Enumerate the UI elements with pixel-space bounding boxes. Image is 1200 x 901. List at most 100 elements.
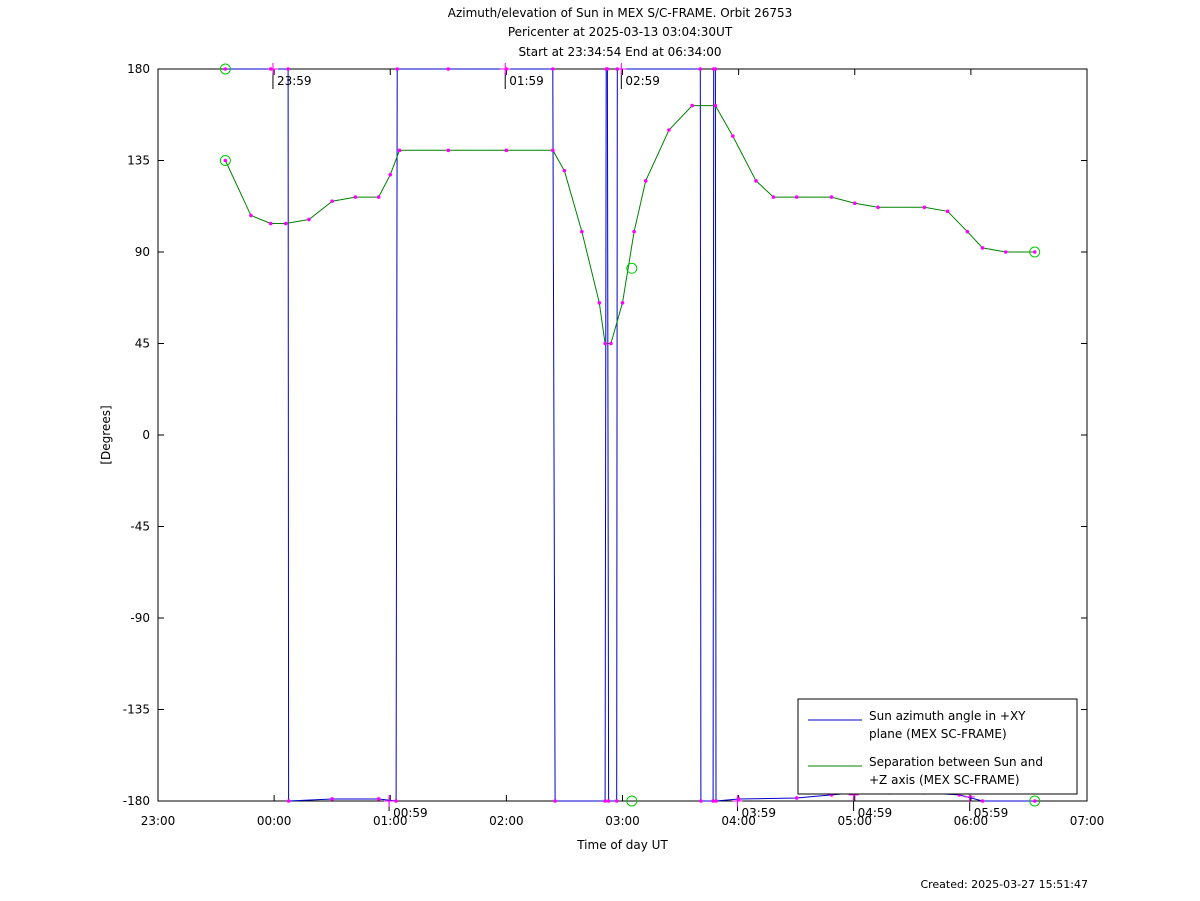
time-marker-cross <box>384 795 395 807</box>
separation-point <box>690 103 694 108</box>
endpoint-circle-marker <box>1029 246 1041 258</box>
azimuth-point <box>394 799 398 803</box>
azimuth-point <box>1032 799 1037 803</box>
x-tick-label: 07:00 <box>1070 814 1105 828</box>
y-tick-label: -90 <box>130 611 150 625</box>
azimuth-point <box>794 796 799 800</box>
time-marker-label: 04:59 <box>858 806 893 820</box>
y-tick-label: 180 <box>127 62 150 76</box>
endpoint-circle-marker <box>1029 795 1041 807</box>
separation-point <box>580 229 584 234</box>
azimuth-point <box>605 67 610 71</box>
separation-point <box>223 158 228 163</box>
created-timestamp: Created: 2025-03-27 15:51:47 <box>920 878 1088 891</box>
azimuth-point <box>376 797 381 801</box>
x-axis-label: Time of day UT <box>576 838 668 852</box>
y-tick-label: 0 <box>142 428 150 442</box>
azimuth-point <box>603 799 607 803</box>
separation-point <box>609 341 613 346</box>
separation-point <box>446 148 451 153</box>
azimuth-point <box>446 67 451 71</box>
separation-series-line <box>224 105 1035 344</box>
y-tick-label: 45 <box>135 337 150 351</box>
time-marker-cross <box>616 63 627 75</box>
separation-point <box>980 246 985 250</box>
time-marker-label: 23:59 <box>277 74 312 88</box>
separation-point <box>1003 250 1008 254</box>
separation-point <box>283 221 288 226</box>
separation-point <box>1032 250 1037 254</box>
azimuth-point <box>713 67 718 71</box>
x-tick-label: 04:00 <box>721 814 756 828</box>
x-tick-label: 02:00 <box>489 814 524 828</box>
time-marker-cross <box>267 63 278 75</box>
separation-point <box>922 205 927 210</box>
separation-point <box>945 209 950 214</box>
y-tick-label: -135 <box>123 703 150 717</box>
time-marker-label: 02:59 <box>625 74 660 88</box>
legend-label: Sun azimuth angle in +XY plane (MEX SC-FR… <box>869 709 1026 741</box>
separation-point <box>876 205 880 210</box>
chart-subtitle-start-end: Start at 23:34:54 End at 06:34:00 <box>518 45 722 59</box>
time-marker-label: 00:59 <box>393 806 428 820</box>
x-tick-label: 00:00 <box>257 814 292 828</box>
y-tick-label: -45 <box>130 520 150 534</box>
endpoint-circle-marker <box>219 63 231 75</box>
time-marker-label: 03:59 <box>741 806 776 820</box>
separation-point <box>852 201 857 205</box>
plot-frame <box>157 68 1088 802</box>
separation-point <box>388 172 393 177</box>
endpoint-circle-marker <box>626 795 638 807</box>
time-marker-cross <box>732 795 743 807</box>
y-axis-label: [Degrees] <box>99 405 113 464</box>
azimuth-point <box>330 797 334 801</box>
x-tick-label: 23:00 <box>141 814 176 828</box>
time-marker-cross <box>500 63 511 75</box>
separation-point <box>353 195 358 199</box>
azimuth-point <box>606 799 611 803</box>
azimuth-point <box>286 799 291 803</box>
separation-point <box>562 168 567 173</box>
azimuth-point <box>223 67 228 71</box>
endpoint-circle-marker <box>219 155 231 166</box>
separation-point <box>771 195 776 199</box>
separation-point <box>754 179 758 183</box>
time-marker-label: 05:59 <box>974 806 1009 820</box>
x-tick-label: 05:00 <box>837 814 872 828</box>
azimuth-point <box>699 799 703 803</box>
azimuth-point <box>980 799 985 803</box>
azimuth-point <box>714 799 718 803</box>
chart-subtitle-pericenter: Pericenter at 2025-03-13 03:04:30UT <box>507 25 733 39</box>
separation-point <box>643 179 648 183</box>
separation-point <box>504 148 509 153</box>
separation-point <box>268 221 273 226</box>
separation-point <box>731 134 735 138</box>
separation-point <box>397 148 402 153</box>
time-marker-label: 01:59 <box>509 74 544 88</box>
legend-label: Separation between Sun and +Z axis (MEX S… <box>869 755 1043 787</box>
chart-title: Azimuth/elevation of Sun in MEX S/C-FRAM… <box>447 6 793 20</box>
separation-point <box>376 195 381 199</box>
separation-point <box>603 341 607 346</box>
separation-point <box>307 217 311 222</box>
separation-point <box>794 195 799 199</box>
separation-point <box>632 229 636 234</box>
y-tick-label: 135 <box>127 154 150 168</box>
separation-point <box>965 229 970 234</box>
azimuth-point <box>614 799 619 803</box>
azimuth-point <box>286 67 290 71</box>
separation-point <box>713 103 718 108</box>
x-tick-label: 01:00 <box>373 814 408 828</box>
endpoint-circle-marker <box>626 262 638 274</box>
separation-point <box>829 195 834 199</box>
azimuth-point <box>698 67 703 71</box>
y-tick-label: -180 <box>123 794 150 808</box>
y-tick-label: 90 <box>135 245 150 259</box>
azimuth-point <box>711 799 715 803</box>
azimuth-point <box>553 799 557 803</box>
separation-point <box>620 301 625 305</box>
azimuth-series-line <box>225 68 1035 802</box>
x-tick-label: 06:00 <box>954 814 989 828</box>
azimuth-point <box>395 67 400 71</box>
legend-box <box>797 698 1078 795</box>
